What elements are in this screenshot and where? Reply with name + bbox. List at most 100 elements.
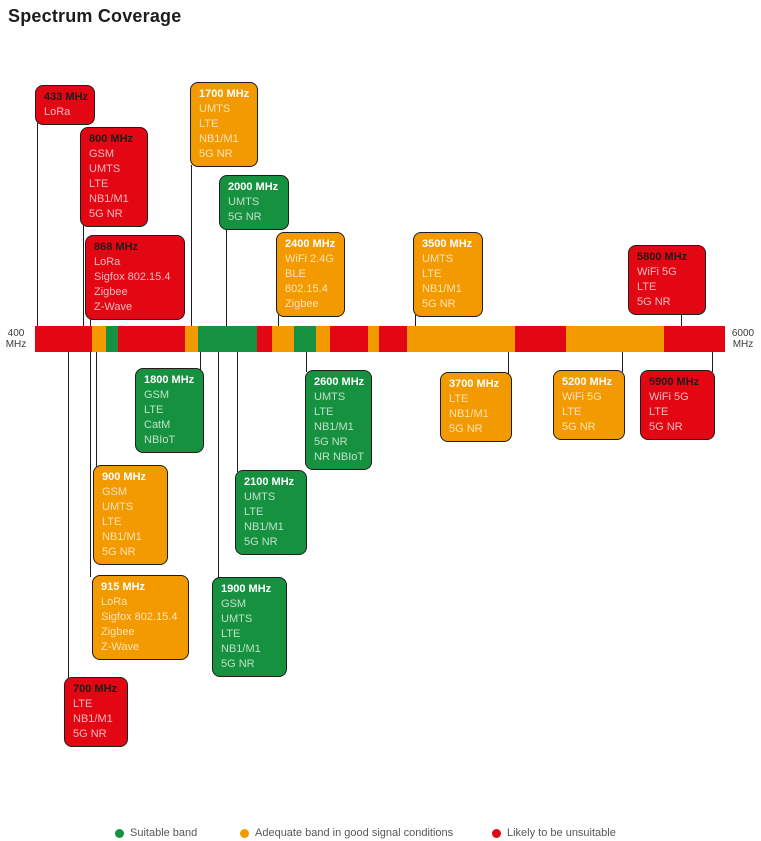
leader-line-2400mhz bbox=[278, 315, 279, 328]
band-tech-item: Z-Wave bbox=[101, 641, 140, 653]
band-title: 433 MHz bbox=[44, 91, 89, 103]
bar-segment-suitable bbox=[106, 326, 118, 352]
band-tech-item: LoRa bbox=[101, 596, 128, 608]
band-box-900mhz: 900 MHz GSM UMTS LTE NB1/M1 5G NR bbox=[93, 465, 168, 565]
leader-line-868mhz bbox=[90, 318, 91, 328]
band-title: 868 MHz bbox=[94, 241, 139, 253]
bar-segment-adequate bbox=[272, 326, 294, 352]
bar-segment-adequate bbox=[185, 326, 198, 352]
legend-item-adequate: Adequate band in good signal conditions bbox=[240, 826, 453, 840]
band-box-800mhz: 800 MHz GSM UMTS LTE NB1/M1 5G NR bbox=[80, 127, 148, 227]
leader-line-800mhz bbox=[83, 225, 84, 328]
band-box-1700mhz: 1700 MHz UMTS LTE NB1/M1 5G NR bbox=[190, 82, 258, 167]
band-tech-item: LTE bbox=[314, 406, 334, 418]
band-title: 5900 MHz bbox=[649, 376, 700, 388]
band-tech-item: NB1/M1 bbox=[199, 133, 239, 145]
band-box-5800mhz: 5800 MHz WiFi 5G LTE 5G NR bbox=[628, 245, 706, 315]
band-box-700mhz: 700 MHz LTE NB1/M1 5G NR bbox=[64, 677, 128, 747]
legend-dot-adequate bbox=[240, 828, 249, 838]
band-tech-item: 5G NR bbox=[649, 421, 683, 433]
band-tech-item: NB1/M1 bbox=[449, 408, 489, 420]
bar-segment-unsuitable bbox=[257, 326, 272, 352]
bar-segment-suitable bbox=[294, 326, 316, 352]
band-tech-item: 5G NR bbox=[422, 298, 456, 310]
band-tech-item: NB1/M1 bbox=[73, 713, 113, 725]
bar-segment-adequate bbox=[566, 326, 664, 352]
band-box-2400mhz: 2400 MHz WiFi 2.4G BLE 802.15.4 Zigbee bbox=[276, 232, 345, 317]
band-tech-item: LTE bbox=[637, 281, 657, 293]
band-tech-item: Z-Wave bbox=[94, 301, 133, 313]
band-tech-item: NB1/M1 bbox=[244, 521, 284, 533]
band-tech-item: LTE bbox=[144, 404, 164, 416]
band-tech-item: WiFi 5G bbox=[637, 266, 677, 278]
band-tech-item: GSM bbox=[102, 486, 128, 498]
band-tech-item: LTE bbox=[221, 628, 241, 640]
legend-item-unsuitable: Likely to be unsuitable bbox=[492, 826, 616, 840]
band-tech-item: UMTS bbox=[89, 163, 121, 175]
band-tech-item: LoRa bbox=[94, 256, 121, 268]
band-title: 1900 MHz bbox=[221, 583, 272, 595]
band-tech-item: 5G NR bbox=[228, 211, 262, 223]
legend-label: Suitable band bbox=[130, 827, 198, 839]
legend-label: Adequate band in good signal conditions bbox=[255, 827, 454, 839]
legend-dot-unsuitable bbox=[492, 828, 501, 838]
band-title: 3700 MHz bbox=[449, 378, 500, 390]
band-tech-item: LTE bbox=[562, 406, 582, 418]
band-tech-item: 5G NR bbox=[89, 208, 123, 220]
leader-line-1800mhz bbox=[200, 350, 201, 370]
leader-line-1900mhz bbox=[218, 350, 219, 579]
leader-line-5900mhz bbox=[712, 350, 713, 372]
band-tech-item: Zigbee bbox=[101, 626, 135, 638]
band-tech-item: WiFi 5G bbox=[649, 391, 689, 403]
leader-line-5800mhz bbox=[681, 313, 682, 328]
band-title: 1800 MHz bbox=[144, 374, 195, 386]
band-box-2100mhz: 2100 MHz UMTS LTE NB1/M1 5G NR bbox=[235, 470, 307, 555]
band-tech-item: LTE bbox=[449, 393, 469, 405]
spectrum-bar bbox=[35, 326, 725, 352]
leader-line-3700mhz bbox=[508, 350, 509, 374]
band-tech-item: 5G NR bbox=[73, 728, 107, 740]
band-title: 800 MHz bbox=[89, 133, 134, 145]
bar-segment-unsuitable bbox=[118, 326, 185, 352]
leader-line-900mhz bbox=[96, 350, 97, 467]
band-title: 700 MHz bbox=[73, 683, 118, 695]
band-box-5900mhz: 5900 MHz WiFi 5G LTE 5G NR bbox=[640, 370, 715, 440]
band-tech-item: UMTS bbox=[228, 196, 260, 208]
band-tech-item: NBIoT bbox=[144, 434, 176, 446]
band-tech-item: UMTS bbox=[244, 491, 276, 503]
band-tech-item: BLE bbox=[285, 268, 306, 280]
bar-segment-adequate bbox=[316, 326, 330, 352]
band-tech-item: UMTS bbox=[314, 391, 346, 403]
leader-line-2100mhz bbox=[237, 350, 238, 472]
legend-item-suitable: Suitable band bbox=[115, 826, 197, 840]
band-box-868mhz: 868 MHz LoRa Sigfox 802.15.4 Zigbee Z-Wave bbox=[85, 235, 185, 320]
band-title: 1700 MHz bbox=[199, 88, 250, 100]
band-title: 2100 MHz bbox=[244, 476, 295, 488]
leader-line-700mhz bbox=[68, 350, 69, 679]
band-tech-item: LoRa bbox=[44, 106, 71, 118]
band-tech-item: UMTS bbox=[199, 103, 231, 115]
band-tech-item: LTE bbox=[649, 406, 669, 418]
band-tech-item: 5G NR bbox=[244, 536, 278, 548]
band-box-433mhz: 433 MHz LoRa bbox=[35, 85, 95, 125]
band-tech-item: NB1/M1 bbox=[102, 531, 142, 543]
bar-segment-unsuitable bbox=[35, 326, 92, 352]
band-title: 2400 MHz bbox=[285, 238, 336, 250]
band-tech-item: NR NBIoT bbox=[314, 451, 365, 463]
band-tech-item: 5G NR bbox=[102, 546, 136, 558]
leader-line-433mhz bbox=[37, 123, 38, 328]
band-box-2600mhz: 2600 MHz UMTS LTE NB1/M1 5G NR NR NBIoT bbox=[305, 370, 372, 470]
legend-label: Likely to be unsuitable bbox=[507, 827, 616, 839]
bar-segment-adequate bbox=[368, 326, 379, 352]
band-tech-item: NB1/M1 bbox=[89, 193, 129, 205]
band-tech-item: 5G NR bbox=[314, 436, 348, 448]
band-tech-item: GSM bbox=[221, 598, 247, 610]
band-box-2000mhz: 2000 MHz UMTS 5G NR bbox=[219, 175, 289, 230]
band-tech-item: Zigbee bbox=[285, 298, 319, 310]
band-tech-item: NB1/M1 bbox=[221, 643, 261, 655]
leader-line-1700mhz bbox=[191, 165, 192, 328]
bar-segment-unsuitable bbox=[330, 326, 368, 352]
page-title: Spectrum Coverage bbox=[8, 6, 182, 26]
bar-segment-adequate bbox=[92, 326, 106, 352]
